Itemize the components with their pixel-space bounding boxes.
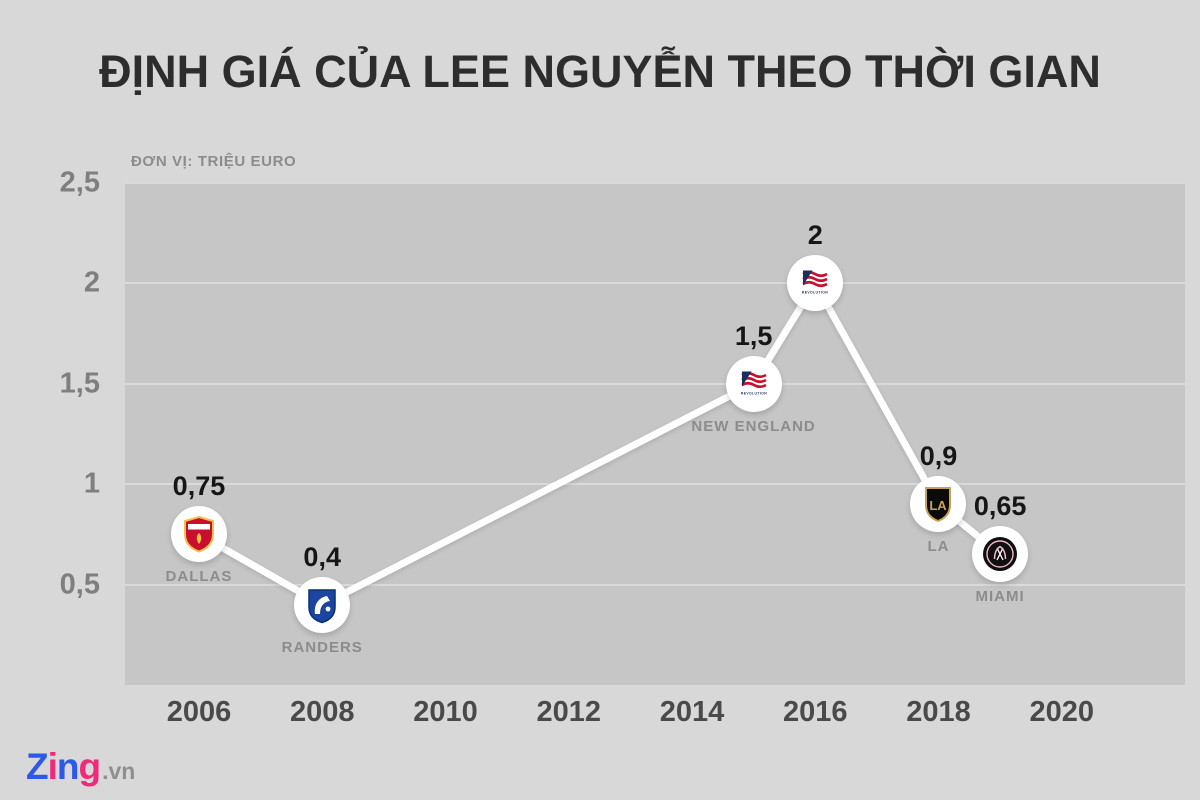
fc-dallas-logo	[170, 506, 227, 563]
value-label: 1,5	[734, 320, 773, 351]
x-tick-label: 2006	[166, 696, 232, 728]
x-tick-label: 2010	[413, 696, 478, 728]
unit-label: ĐƠN VỊ: TRIỆU EURO	[131, 153, 297, 170]
club-label: DALLAS	[165, 568, 233, 586]
value-label: 0,4	[303, 541, 341, 572]
club-label: RANDERS	[281, 638, 363, 656]
club-label: NEW ENGLAND	[691, 417, 816, 435]
randers-logo	[294, 576, 351, 633]
x-axis-labels: 2006 2008 2010 2012 2014 2016 2018 2020	[125, 696, 1185, 738]
gridline	[125, 483, 1185, 486]
data-point-2008: 0,4 RANDERS	[282, 542, 362, 656]
y-tick-label: 1	[83, 467, 100, 500]
inter-miami-crest-icon	[983, 537, 1018, 572]
lafc-crest-icon: LA	[925, 487, 952, 523]
y-axis-labels: 2,5 2 1,5 1 0,5	[0, 167, 112, 685]
svg-text:LA: LA	[930, 498, 948, 513]
value-label: 0,75	[172, 471, 226, 502]
value-label: 0,65	[973, 491, 1027, 522]
y-tick-label: 2	[83, 266, 100, 299]
y-tick-label: 2,5	[59, 166, 100, 199]
zing-letter: g	[78, 746, 102, 787]
new-england-revolution-crest-icon: REVOLUTION	[802, 270, 828, 295]
gridline	[125, 282, 1185, 285]
data-points: 0,75 DALLAS 0,4 RANDERS 1,5 REVOLUTION NEW…	[125, 183, 1185, 685]
value-label: 2	[807, 220, 823, 251]
new-england-revolution-logo: REVOLUTION	[787, 255, 844, 312]
fc-dallas-crest-icon	[183, 516, 214, 553]
x-tick-label: 2014	[659, 696, 725, 728]
svg-text:REVOLUTION: REVOLUTION	[802, 291, 828, 295]
y-tick-label: 1,5	[59, 367, 100, 400]
inter-miami-logo	[972, 526, 1029, 583]
new-england-revolution-crest-icon: REVOLUTION	[740, 371, 766, 395]
x-tick-label: 2012	[536, 696, 601, 728]
x-tick-label: 2016	[782, 696, 848, 728]
plot-area: 0,75 DALLAS 0,4 RANDERS 1,5 REVOLUTION NEW…	[125, 182, 1185, 685]
data-point-2016: 2 REVOLUTION	[787, 220, 844, 312]
y-tick-label: 0,5	[59, 568, 100, 601]
x-tick-label: 2018	[906, 696, 971, 728]
gridline	[125, 182, 1185, 184]
club-label: LA	[927, 538, 950, 556]
data-point-2006: 0,75 DALLAS	[166, 471, 232, 585]
zing-letter: Z	[26, 746, 49, 787]
randers-crest-icon	[308, 588, 336, 623]
gridlines	[125, 182, 1185, 685]
x-tick-label: 2008	[289, 696, 355, 728]
data-point-2018: 0,9 LA LA	[910, 441, 967, 555]
zing-logo: Zing .vn	[26, 746, 135, 788]
new-england-revolution-logo: REVOLUTION	[725, 355, 782, 412]
svg-text:REVOLUTION: REVOLUTION	[740, 391, 766, 395]
value-label: 0,9	[919, 441, 958, 472]
zing-domain-suffix: .vn	[102, 758, 136, 784]
lafc-logo: LA	[910, 476, 967, 533]
zing-letter: i	[47, 746, 58, 787]
data-point-2019: 0,65 MIAMI	[972, 491, 1029, 605]
gridline	[125, 583, 1185, 586]
data-point-2015: 1,5 REVOLUTION NEW ENGLAND	[691, 321, 814, 435]
gridline	[125, 382, 1185, 385]
zing-wordmark-icon: Zing	[26, 746, 102, 788]
x-tick-label: 2020	[1029, 696, 1094, 728]
chart-title: ĐỊNH GIÁ CỦA LEE NGUYỄN THEO THỜI GIAN	[99, 46, 1101, 97]
zing-letter: n	[56, 746, 80, 787]
club-label: MIAMI	[975, 588, 1025, 606]
